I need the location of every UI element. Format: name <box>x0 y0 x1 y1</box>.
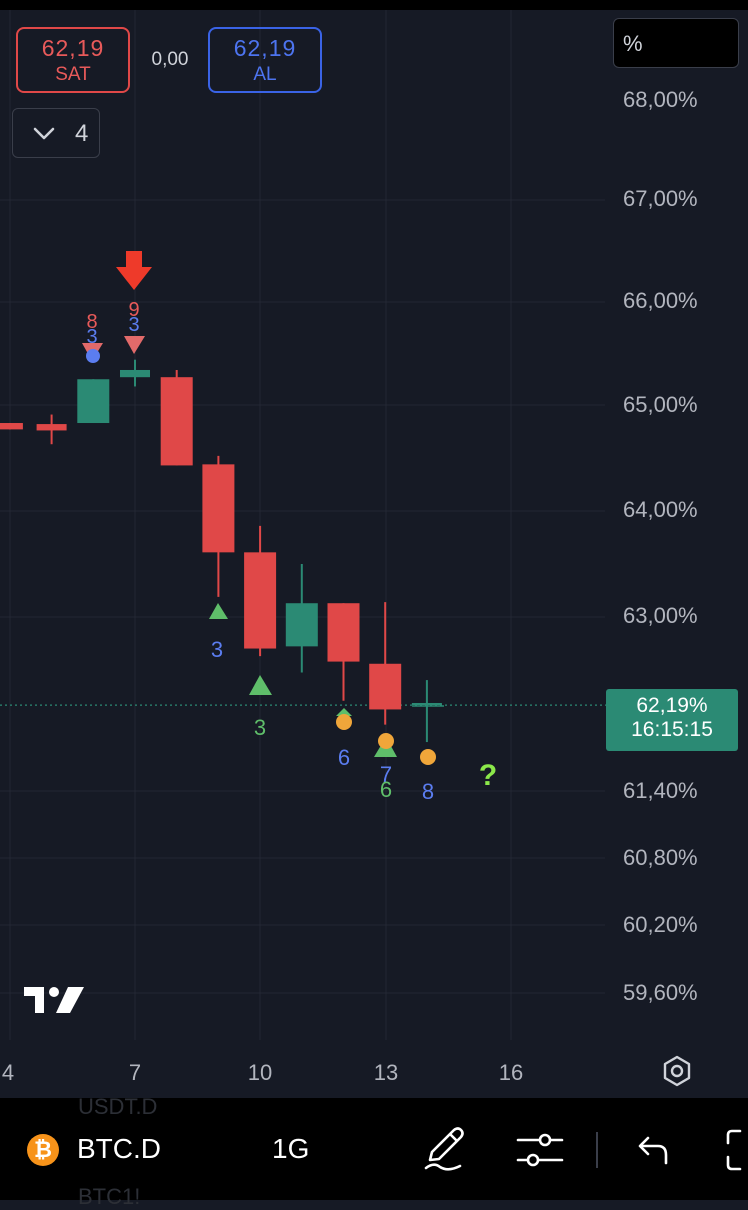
timeframe-selector[interactable]: 1G <box>272 1133 310 1164</box>
indicator-settings-icon[interactable] <box>515 1128 565 1172</box>
candles <box>0 359 442 743</box>
signal-count-label: 8 <box>422 779 434 804</box>
signal-count-label: 7 <box>380 762 392 787</box>
fullscreen-icon[interactable] <box>724 1128 748 1172</box>
chevron-down-icon <box>33 127 55 140</box>
price-tick-label: 65,00% <box>623 392 698 417</box>
price-tick-label: 66,00% <box>623 288 698 313</box>
candle-body <box>285 603 318 647</box>
time-tick-label: 10 <box>247 1060 273 1085</box>
candle-body <box>0 423 23 430</box>
tradingview-logo <box>24 987 84 1013</box>
percent-label: % <box>623 31 643 56</box>
signal-count-label: 6 <box>338 745 350 770</box>
sell-signal-arrow <box>116 251 152 290</box>
chart-settings-icon[interactable] <box>660 1054 694 1088</box>
buy-button[interactable]: 62,19 AL <box>208 27 322 93</box>
status-bar <box>0 0 748 10</box>
candle-body <box>160 377 193 466</box>
adjacent-symbol-above: USDT.D <box>78 1094 158 1119</box>
candle-body <box>36 424 67 431</box>
signal-count-label: ? <box>479 759 497 792</box>
up-triangle-marker <box>336 708 352 716</box>
sell-button[interactable]: 62,19 SAT <box>16 27 130 93</box>
price-tick-label: 60,20% <box>623 912 698 937</box>
time-tick-label: 13 <box>373 1060 399 1085</box>
signal-count-label: 3 <box>254 715 266 740</box>
price-tick-label: 63,00% <box>623 603 698 628</box>
bottom-toolbar <box>0 1098 748 1200</box>
price-tick-label: 61,40% <box>623 778 698 803</box>
candle-body <box>327 603 360 662</box>
signal-count-label: 8 <box>86 311 97 333</box>
time-tick-label: 16 <box>498 1060 524 1085</box>
down-triangle-marker <box>124 336 145 354</box>
price-tick-label: 67,00% <box>623 186 698 211</box>
time-tick-label: 4 <box>1 1060 15 1085</box>
signal-count-label: 3 <box>86 326 97 348</box>
candle-body <box>369 663 402 710</box>
candle-body <box>120 369 150 378</box>
price-tick-label: 59,60% <box>623 980 698 1005</box>
adjacent-symbol-below: BTC1! <box>78 1184 141 1209</box>
signal-count-label: 3 <box>211 637 223 662</box>
time-tick-label: 7 <box>128 1060 142 1085</box>
indicator-toggle-button[interactable]: 4 <box>12 108 100 158</box>
drawing-pen-icon[interactable] <box>420 1124 472 1174</box>
candle-body <box>244 552 277 649</box>
buy-price: 62,19 <box>233 35 297 61</box>
orange-dot-marker <box>378 733 394 749</box>
price-tick-label: 64,00% <box>623 497 698 522</box>
spread-value: 0,00 <box>151 49 189 70</box>
candle-body <box>202 464 235 553</box>
bitcoin-icon: ₿ <box>27 1134 59 1166</box>
orange-dot-marker <box>336 714 352 730</box>
up-triangle-marker <box>209 603 228 619</box>
sell-price: 62,19 <box>41 35 105 61</box>
buy-label: AL <box>253 64 277 85</box>
last-price: 62,19% <box>636 694 708 717</box>
candle-body <box>77 379 110 424</box>
indicator-count: 4 <box>75 120 89 147</box>
symbol-selector[interactable]: BTC.D <box>77 1133 161 1164</box>
price-tick-label: 68,00% <box>623 87 698 112</box>
undo-icon[interactable] <box>632 1132 672 1168</box>
sell-label: SAT <box>55 64 91 85</box>
signal-count-label: 3 <box>128 314 139 336</box>
chart-grid <box>0 10 606 1040</box>
signal-count-label: 6 <box>380 777 392 802</box>
toolbar-divider <box>596 1132 598 1168</box>
price-tick-label: 60,80% <box>623 845 698 870</box>
percent-scale-button[interactable]: % <box>613 18 739 68</box>
bar-countdown: 16:15:15 <box>631 718 713 741</box>
up-triangle-marker <box>249 675 272 695</box>
blue-dot-marker <box>86 349 100 363</box>
signal-count-label: 9 <box>128 299 139 321</box>
last-price-label: 62,19% 16:15:15 <box>606 689 738 751</box>
orange-dot-marker <box>420 749 436 765</box>
